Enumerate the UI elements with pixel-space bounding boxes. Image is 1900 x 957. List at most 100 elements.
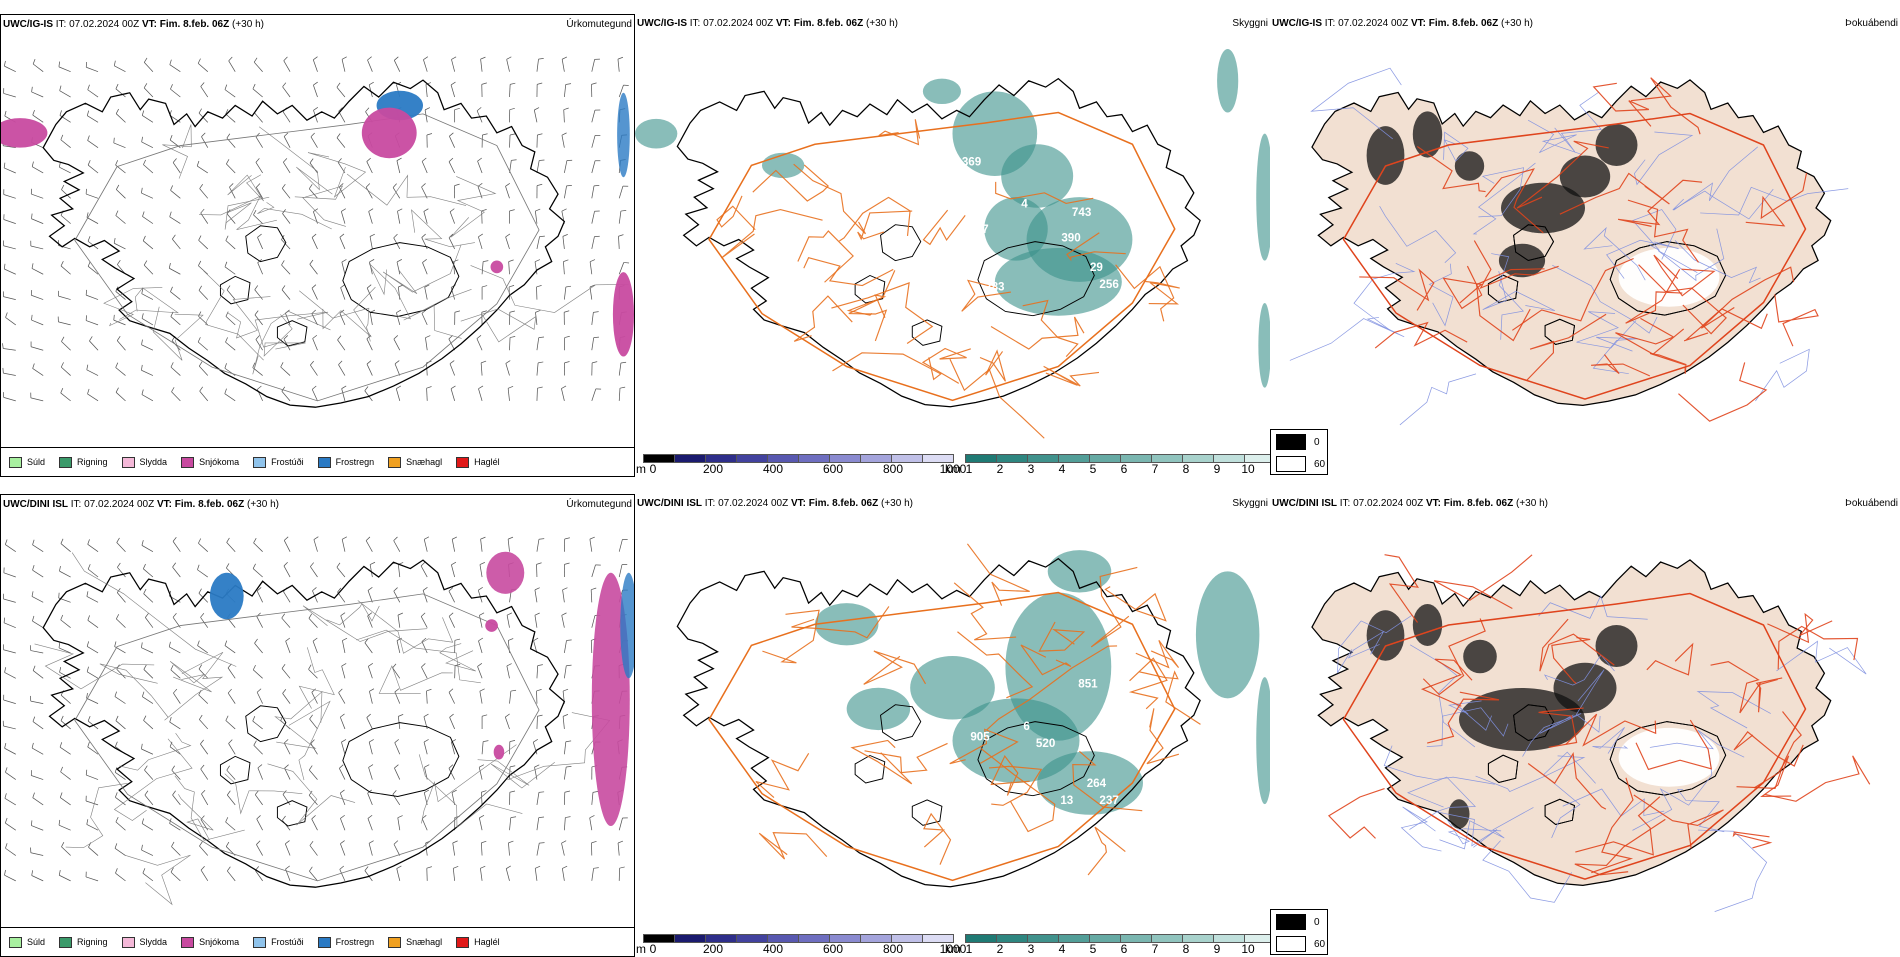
legend-label: Haglél [474, 457, 500, 467]
wind-barb [537, 716, 538, 729]
wind-barb [284, 743, 290, 754]
frz-rain-area [210, 573, 244, 619]
init-time-value: 07.02.2024 00Z [1338, 18, 1408, 29]
wind-barb [311, 137, 318, 148]
wind-barb [337, 567, 345, 577]
fog-indicator-panel: UWC/DINI ISL IT: 07.02.2024 00Z VT: Fim.… [1270, 494, 1900, 957]
wind-barb [201, 86, 208, 97]
wind-barb [4, 195, 16, 199]
wind-barb [4, 700, 16, 704]
wind-barb [342, 666, 345, 678]
tick-label: 5 [1090, 462, 1097, 476]
wind-barb [5, 798, 16, 805]
wind-barb [395, 364, 400, 376]
wind-barb [510, 818, 511, 831]
tick-label: 2 [997, 462, 1004, 476]
legend-item: Frostregn [318, 937, 375, 948]
wind-barb [564, 767, 566, 780]
valid-time-label: VT: [791, 498, 806, 509]
wind-barb [370, 262, 373, 274]
wind-barb [535, 615, 537, 627]
lead-time: (+30 h) [866, 18, 898, 29]
precip-type-map [1, 33, 634, 448]
wind-barb [590, 818, 592, 830]
wind-barb [592, 161, 595, 173]
wind-barb [282, 290, 290, 300]
fog-legend-label: 60 [1314, 939, 1325, 950]
wind-barb [367, 288, 372, 299]
wind-barb [423, 590, 427, 602]
wind-barb [114, 66, 125, 72]
wind-barb [4, 875, 15, 881]
wind-barb [88, 140, 98, 147]
wind-barb [172, 770, 181, 779]
wind-barb [422, 263, 427, 275]
wind-barb [60, 115, 71, 122]
wind-barb [478, 666, 483, 678]
legend-item: Frostregn [318, 457, 375, 468]
wind-barb [256, 137, 263, 148]
wind-barb [226, 316, 235, 325]
wind-barb [170, 722, 181, 729]
wind-barb [227, 770, 235, 779]
wind-barb [368, 590, 372, 602]
wind-barb [31, 651, 43, 653]
tick-label: 1 [966, 942, 973, 956]
model-name: UWC/DINI ISL [637, 498, 702, 509]
wind-barb [61, 544, 71, 552]
wind-barb [537, 237, 540, 249]
wind-barb [201, 769, 208, 780]
legend-label: Snæhagl [406, 457, 442, 467]
wind-barb [283, 112, 290, 123]
precip-type-panel: UWC/IG-IS IT: 07.02.2024 00Z VT: Fim. 8.… [0, 14, 635, 477]
wind-barb [481, 843, 482, 856]
wind-barb [86, 295, 98, 299]
fog-indicator-map [1270, 512, 1900, 927]
cloud-base-value: 6 [1023, 720, 1030, 733]
wind-barb [618, 843, 619, 856]
wind-barb [31, 219, 43, 224]
wind-barb [282, 668, 290, 678]
wind-barb [286, 641, 290, 653]
low-visibility-area [1048, 550, 1112, 592]
wind-barb [61, 695, 70, 703]
wind-barb [564, 742, 565, 755]
wind-barb [227, 542, 236, 551]
wind-barb [198, 543, 207, 551]
panel-title: Skyggni [1232, 498, 1268, 509]
wind-barb [478, 389, 482, 401]
wind-barb [257, 819, 263, 830]
wind-barb [338, 365, 344, 376]
wind-barb [61, 772, 71, 780]
wind-barb [562, 843, 565, 855]
visibility-unit: km [945, 462, 961, 476]
fog-legend-swatch [1276, 914, 1306, 930]
wind-barb [619, 818, 622, 830]
wind-barb [199, 366, 208, 375]
wind-barb [87, 596, 98, 602]
panel-header: UWC/DINI ISL IT: 07.02.2024 00Z VT: Fim.… [637, 498, 913, 509]
wind-barb [309, 618, 318, 627]
valid-time-value: Fim. 8.feb. 06Z [794, 18, 863, 29]
wind-barb [312, 288, 317, 299]
wind-barb [229, 743, 236, 754]
wind-barb [479, 767, 482, 779]
wind-barb [61, 367, 70, 375]
wind-barb [563, 590, 565, 603]
tick-label: 200 [703, 462, 723, 476]
legend-item: Snjókoma [181, 937, 239, 948]
wind-barb [481, 539, 482, 552]
wind-barb [619, 211, 621, 224]
wind-barb [537, 338, 539, 351]
wind-barb [421, 566, 427, 577]
wind-barb [31, 295, 43, 299]
cloud-base-value: 29 [1090, 261, 1103, 274]
wind-barb [507, 59, 510, 71]
legend-label: Slydda [140, 937, 168, 947]
wind-barb [255, 643, 263, 653]
legend-label: Frostregn [336, 457, 375, 467]
legend-label: Haglél [474, 937, 500, 947]
wind-barb [88, 544, 98, 551]
fog-legend-row: 60 [1276, 456, 1325, 472]
